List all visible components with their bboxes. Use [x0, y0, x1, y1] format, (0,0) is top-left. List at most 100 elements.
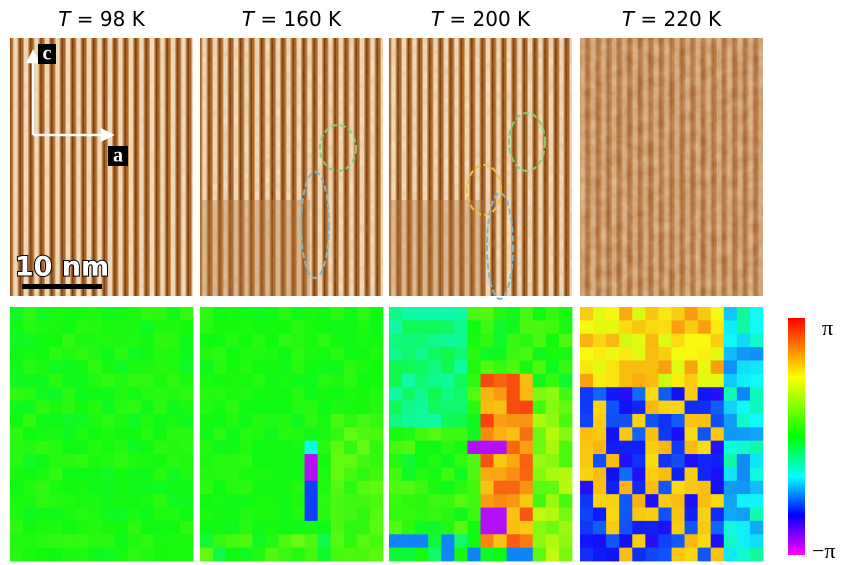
- phase-pixel: [415, 320, 429, 335]
- phase-pixel: [49, 320, 63, 335]
- phase-pixel: [23, 347, 37, 361]
- phase-pixel: [166, 400, 181, 415]
- phase-pixel: [36, 480, 50, 495]
- phase-pixel: [402, 480, 416, 495]
- panel-title: T = 220 K: [622, 7, 722, 31]
- phase-pixel: [304, 547, 319, 562]
- phase-pixel: [153, 360, 168, 375]
- phase-pixel: [10, 400, 24, 415]
- phase-pixel: [480, 347, 494, 361]
- phase-pixel: [697, 480, 712, 495]
- phase-pixel: [697, 520, 712, 535]
- phase-pixel: [415, 333, 429, 348]
- phase-pixel: [49, 360, 63, 375]
- phase-pixel: [441, 440, 455, 455]
- phase-pixel: [239, 480, 253, 495]
- phase-pixel: [343, 547, 358, 562]
- phase-pixel: [343, 454, 358, 468]
- phase-pixel: [606, 360, 620, 375]
- phase-pixel: [454, 320, 468, 335]
- phase-pixel: [480, 333, 494, 348]
- phase-pixel: [291, 360, 305, 375]
- phase-pixel: [140, 547, 155, 562]
- phase-pixel: [265, 387, 279, 401]
- phase-pixel: [710, 480, 725, 495]
- phase-pixel: [658, 347, 672, 361]
- phase-pixel: [23, 494, 37, 508]
- phase-pixel: [179, 520, 194, 535]
- phase-pixel: [671, 413, 685, 428]
- phase-pixel: [467, 333, 481, 348]
- temperature: = 220 K: [640, 7, 722, 31]
- phase-pixel: [506, 480, 521, 495]
- phase-pixel: [200, 333, 214, 348]
- phase-pixel: [153, 520, 168, 535]
- phase-pixel: [36, 440, 50, 455]
- phase-pixel: [213, 534, 227, 549]
- phase-pixel: [428, 320, 442, 335]
- phase-pixel: [213, 547, 227, 562]
- phase-pixel: [749, 427, 764, 442]
- phase-pixel: [200, 520, 214, 535]
- phase-pixel: [200, 427, 214, 442]
- phase-pixel: [454, 360, 468, 375]
- phase-pixel: [369, 347, 384, 361]
- phase-pixel: [88, 400, 102, 415]
- phase-pixel: [265, 520, 279, 535]
- phase-pixel: [239, 507, 253, 522]
- colorbar-max-label: π: [822, 315, 833, 340]
- phase-pixel: [454, 520, 468, 535]
- phase-pixel: [153, 480, 168, 495]
- phase-pixel: [558, 320, 573, 335]
- phase-pixel: [239, 413, 253, 428]
- phase-pixel: [166, 520, 181, 535]
- phase-pixel: [697, 400, 712, 415]
- phase-pixel: [402, 387, 416, 401]
- phase-pixel: [343, 347, 358, 361]
- phase-pixel: [49, 307, 63, 321]
- phase-pixel: [23, 480, 37, 495]
- phase-pixel: [519, 400, 534, 415]
- phase-pixel: [179, 413, 194, 428]
- phase-pixel: [179, 454, 194, 468]
- phase-pixel: [200, 320, 214, 335]
- phase-pixel: [467, 427, 481, 442]
- phase-pixel: [369, 547, 384, 562]
- phase-pixel: [239, 520, 253, 535]
- phase-pixel: [506, 360, 521, 375]
- phase-pixel: [467, 507, 481, 522]
- phase-pixel: [402, 494, 416, 508]
- phase-pixel: [593, 494, 607, 508]
- phase-pixel: [723, 467, 738, 482]
- phase-pixel: [480, 360, 494, 375]
- phase-pixel: [62, 520, 76, 535]
- phase-pixel: [558, 360, 573, 375]
- phase-pixel: [506, 440, 521, 455]
- phase-pixel: [545, 387, 560, 401]
- stm-images: [10, 38, 763, 296]
- phase-pixel: [710, 333, 725, 348]
- phase-pixel: [710, 520, 725, 535]
- phase-pixel: [632, 534, 646, 549]
- phase-pixel: [127, 467, 142, 482]
- phase-pixel: [356, 534, 371, 549]
- phase-pixel: [369, 480, 384, 495]
- phase-pixel: [532, 400, 547, 415]
- phase-pixel: [153, 333, 168, 348]
- phase-pixel: [213, 333, 227, 348]
- phase-pixel: [88, 454, 102, 468]
- phase-pixel: [402, 333, 416, 348]
- phase-pixel: [101, 320, 115, 335]
- phase-pixel: [304, 347, 319, 361]
- phase-pixel: [200, 360, 214, 375]
- phase-pixel: [645, 333, 659, 348]
- arrowhead: [100, 127, 115, 143]
- phase-pixel: [467, 547, 481, 562]
- phase-pixel: [239, 373, 253, 388]
- phase-pixel: [467, 360, 481, 375]
- phase-pixel: [10, 360, 24, 375]
- phase-pixel: [23, 454, 37, 468]
- phase-pixel: [684, 520, 699, 535]
- phase-pixel: [606, 534, 620, 549]
- phase-pixel: [519, 427, 534, 442]
